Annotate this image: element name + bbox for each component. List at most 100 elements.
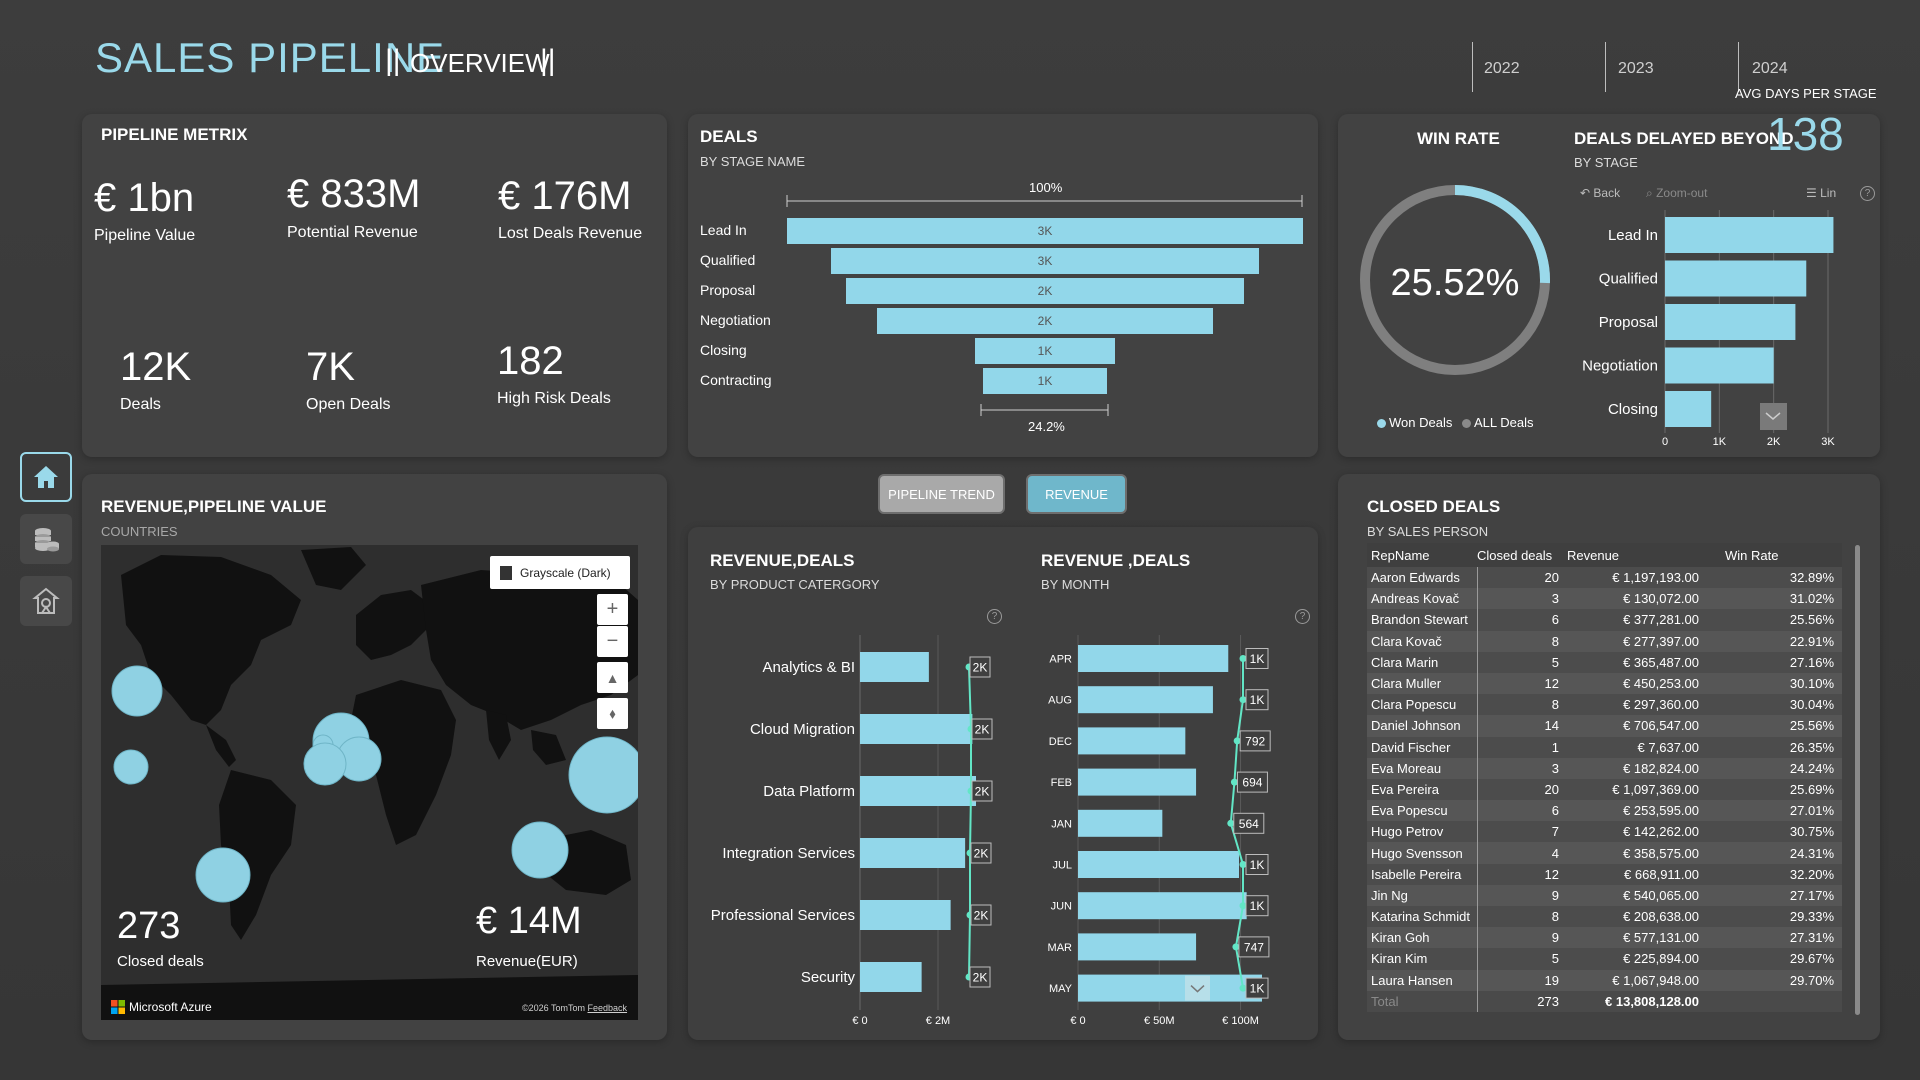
table-row[interactable]: Katarina Schmidt 8 € 208,638.00 29.33%	[1367, 906, 1842, 928]
delayed-bar[interactable]	[1665, 391, 1712, 427]
table-row[interactable]: Clara Kovač 8 € 277,397.00 22.91%	[1367, 630, 1842, 652]
cell-revenue: € 358,575.00	[1567, 842, 1707, 864]
month-bar[interactable]	[1078, 851, 1239, 878]
deals-point[interactable]	[1232, 943, 1240, 951]
home-icon	[34, 466, 58, 488]
deals-point[interactable]	[1233, 737, 1241, 745]
table-row[interactable]: Kiran Goh 9 € 577,131.00 27.31%	[1367, 927, 1842, 949]
deals-point[interactable]	[1239, 984, 1247, 992]
month-bar[interactable]	[1078, 727, 1186, 755]
col-win-rate[interactable]: Win Rate	[1707, 543, 1842, 567]
back-button[interactable]: ↶ Back	[1580, 186, 1620, 200]
month-bar[interactable]	[1078, 933, 1197, 961]
cell-revenue: € 277,397.00	[1567, 630, 1707, 652]
funnel-bar[interactable]: 3K	[787, 218, 1303, 244]
cell-closed-deals: 12	[1477, 863, 1567, 885]
deals-point[interactable]	[1239, 655, 1247, 662]
cell-win-rate: 30.04%	[1707, 694, 1842, 716]
month-bar[interactable]	[1078, 809, 1163, 837]
revenue-bar[interactable]	[860, 900, 951, 930]
funnel-bar[interactable]: 1K	[982, 368, 1108, 394]
table-row[interactable]: Aaron Edwards 20 € 1,197,193.00 32.89%	[1367, 567, 1842, 589]
year-filter-2024[interactable]: 2024	[1752, 60, 1788, 77]
funnel-bar[interactable]: 2K	[877, 308, 1213, 334]
drill-chevron-icon[interactable]	[1760, 403, 1787, 430]
map-style-selector[interactable]: Grayscale (Dark)	[490, 556, 630, 589]
help-icon[interactable]: ?	[1860, 186, 1875, 201]
revenue-bar[interactable]	[860, 776, 976, 806]
cell-revenue: € 706,547.00	[1567, 715, 1707, 737]
table-row[interactable]: Jin Ng 9 € 540,065.00 27.17%	[1367, 884, 1842, 906]
cell-repname: Daniel Johnson	[1367, 715, 1478, 737]
deals-point[interactable]	[1239, 902, 1247, 910]
deals-point[interactable]	[1239, 696, 1247, 704]
table-row[interactable]: Eva Moreau 3 € 182,824.00 24.24%	[1367, 757, 1842, 779]
delayed-bar[interactable]	[1665, 217, 1834, 253]
deals-point[interactable]	[1239, 861, 1247, 868]
funnel-bar[interactable]: 3K	[830, 248, 1260, 274]
month-bar[interactable]	[1078, 686, 1213, 714]
table-row[interactable]: Clara Muller 12 € 450,253.00 30.10%	[1367, 672, 1842, 695]
revenue-product-title: REVENUE,DEALS	[710, 551, 855, 570]
table-row[interactable]: Clara Popescu 8 € 297,360.00 30.04%	[1367, 694, 1842, 716]
zoom-in-button[interactable]: +	[597, 594, 628, 625]
month-bar[interactable]	[1078, 768, 1197, 796]
table-row[interactable]: Eva Popescu 6 € 253,595.00 27.01%	[1367, 800, 1842, 822]
table-row[interactable]: Clara Marin 5 € 365,487.00 27.16%	[1367, 651, 1842, 673]
table-row[interactable]: Eva Pereira 20 € 1,097,369.00 25.69%	[1367, 778, 1842, 801]
won-deals-dot	[1377, 419, 1386, 429]
drill-chevron-icon[interactable]	[1185, 975, 1210, 1001]
nav-pipeline-button[interactable]	[20, 576, 72, 626]
table-row[interactable]: Isabelle Pereira 12 € 668,911.00 32.20%	[1367, 863, 1842, 885]
lin-button[interactable]: ☰ Lin	[1806, 186, 1836, 200]
table-row[interactable]: Laura Hansen 19 € 1,067,948.00 29.70%	[1367, 969, 1842, 991]
col-revenue[interactable]: Revenue	[1567, 543, 1707, 567]
funnel-bar[interactable]: 1K	[975, 338, 1115, 364]
table-row[interactable]: Hugo Petrov 7 € 142,262.00 30.75%	[1367, 821, 1842, 843]
table-row[interactable]: Kiran Kim 5 € 225,894.00 29.67%	[1367, 948, 1842, 970]
win-rate-value: 25.52%	[1390, 262, 1520, 304]
table-row[interactable]: David Fischer 1 € 7,637.00 26.35%	[1367, 736, 1842, 758]
pipeline-trend-button[interactable]: PIPELINE TREND	[878, 474, 1005, 514]
col-closed-deals[interactable]: Closed deals	[1477, 543, 1567, 567]
table-row[interactable]: Hugo Svensson 4 € 358,575.00 24.31%	[1367, 842, 1842, 864]
table-row[interactable]: Andreas Kovač 3 € 130,072.00 31.02%	[1367, 588, 1842, 610]
table-scrollbar-thumb[interactable]	[1855, 545, 1860, 1015]
help-icon[interactable]: ?	[1295, 609, 1310, 624]
revenue-bar[interactable]	[860, 838, 966, 868]
revenue-bar[interactable]	[860, 652, 929, 682]
nav-home-button[interactable]	[20, 452, 72, 502]
cell-win-rate: 27.31%	[1707, 927, 1842, 949]
table-scrollbar[interactable]	[1855, 545, 1860, 1015]
month-bar[interactable]	[1078, 892, 1247, 920]
year-filter-2022[interactable]: 2022	[1484, 60, 1520, 77]
table-row[interactable]: Daniel Johnson 14 € 706,547.00 25.56%	[1367, 715, 1842, 737]
zoom-out-map-button[interactable]: −	[597, 626, 628, 657]
deals-value: 12K	[120, 345, 192, 389]
x-tick-label: € 50M	[1144, 1015, 1175, 1027]
funnel-bar[interactable]: 2K	[846, 278, 1244, 304]
help-icon[interactable]: ?	[987, 609, 1002, 624]
lost-deals-revenue-label: Lost Deals Revenue	[498, 225, 643, 242]
table-row[interactable]: Brandon Stewart 6 € 377,281.00 25.56%	[1367, 609, 1842, 631]
revenue-month-title: REVENUE ,DEALS	[1041, 551, 1191, 570]
nav-data-button[interactable]	[20, 514, 72, 564]
delayed-bar[interactable]	[1665, 260, 1807, 297]
month-bar[interactable]	[1078, 974, 1262, 1002]
delayed-bar[interactable]	[1665, 347, 1774, 384]
month-bar[interactable]	[1078, 645, 1229, 672]
delayed-bar[interactable]	[1665, 304, 1796, 340]
col-repname[interactable]: RepName	[1367, 543, 1477, 567]
deals-point[interactable]	[1230, 778, 1238, 786]
compass-icon[interactable]: ⬧	[597, 698, 628, 729]
revenue-bar[interactable]	[860, 962, 922, 992]
world-map[interactable]	[101, 545, 638, 1020]
revenue-bar[interactable]	[860, 714, 973, 744]
tilt-icon[interactable]: ▲	[597, 662, 628, 693]
feedback-link[interactable]: Feedback	[587, 1003, 628, 1013]
funnel-bar-label: 3K	[1037, 254, 1053, 268]
zoom-out-button[interactable]: ⌕ Zoom-out	[1646, 186, 1707, 201]
year-filter-2023[interactable]: 2023	[1618, 60, 1654, 77]
revenue-button[interactable]: REVENUE	[1026, 474, 1127, 514]
deals-point[interactable]	[1227, 819, 1235, 827]
